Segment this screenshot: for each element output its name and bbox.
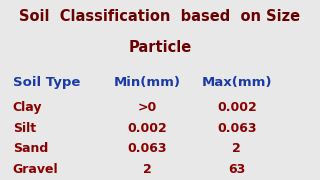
Text: Sand: Sand <box>13 142 48 155</box>
Text: Min(mm): Min(mm) <box>114 76 181 89</box>
Text: Max(mm): Max(mm) <box>202 76 272 89</box>
Text: 0.002: 0.002 <box>217 101 257 114</box>
Text: 0.063: 0.063 <box>217 122 257 134</box>
Text: Gravel: Gravel <box>13 163 59 176</box>
Text: Silt: Silt <box>13 122 36 134</box>
Text: 2: 2 <box>143 163 152 176</box>
Text: 2: 2 <box>232 142 241 155</box>
Text: Clay: Clay <box>13 101 42 114</box>
Text: Soil  Classification  based  on Size: Soil Classification based on Size <box>20 9 300 24</box>
Text: 0.002: 0.002 <box>127 122 167 134</box>
Text: 63: 63 <box>228 163 245 176</box>
Text: 0.063: 0.063 <box>127 142 167 155</box>
Text: Soil Type: Soil Type <box>13 76 80 89</box>
Text: >0: >0 <box>138 101 157 114</box>
Text: Particle: Particle <box>128 40 192 55</box>
